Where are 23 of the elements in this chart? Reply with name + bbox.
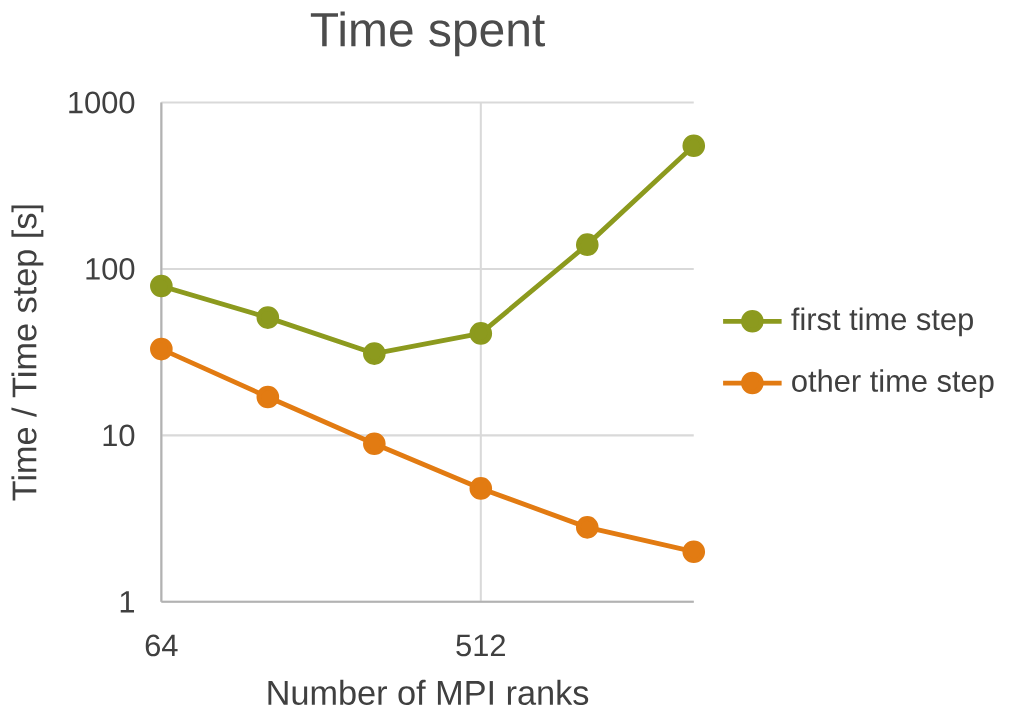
- y-tick-label: 1: [120, 590, 135, 613]
- point: [150, 274, 173, 298]
- point: [469, 321, 493, 345]
- y-tick-label: 100: [86, 257, 135, 280]
- point: [682, 540, 706, 563]
- point: [469, 476, 493, 500]
- chart-title: Time spent: [310, 11, 545, 56]
- x-tick-label: 64: [145, 634, 178, 657]
- y-axis-title: Time / Time step [s]: [11, 205, 44, 501]
- point: [575, 515, 599, 539]
- y-tick-label: 10: [103, 424, 135, 447]
- legend-label: other time step: [792, 369, 994, 398]
- point: [256, 385, 280, 409]
- x-axis-title: Number of MPI ranks: [268, 679, 589, 705]
- point: [150, 337, 173, 361]
- y-tick-label: 1000: [69, 91, 135, 114]
- point: [363, 342, 386, 365]
- legend-label: first time step: [791, 307, 973, 337]
- point: [256, 306, 280, 329]
- point: [575, 233, 599, 256]
- point: [363, 432, 386, 455]
- point: [682, 134, 706, 157]
- x-tick-label: 512: [456, 634, 505, 657]
